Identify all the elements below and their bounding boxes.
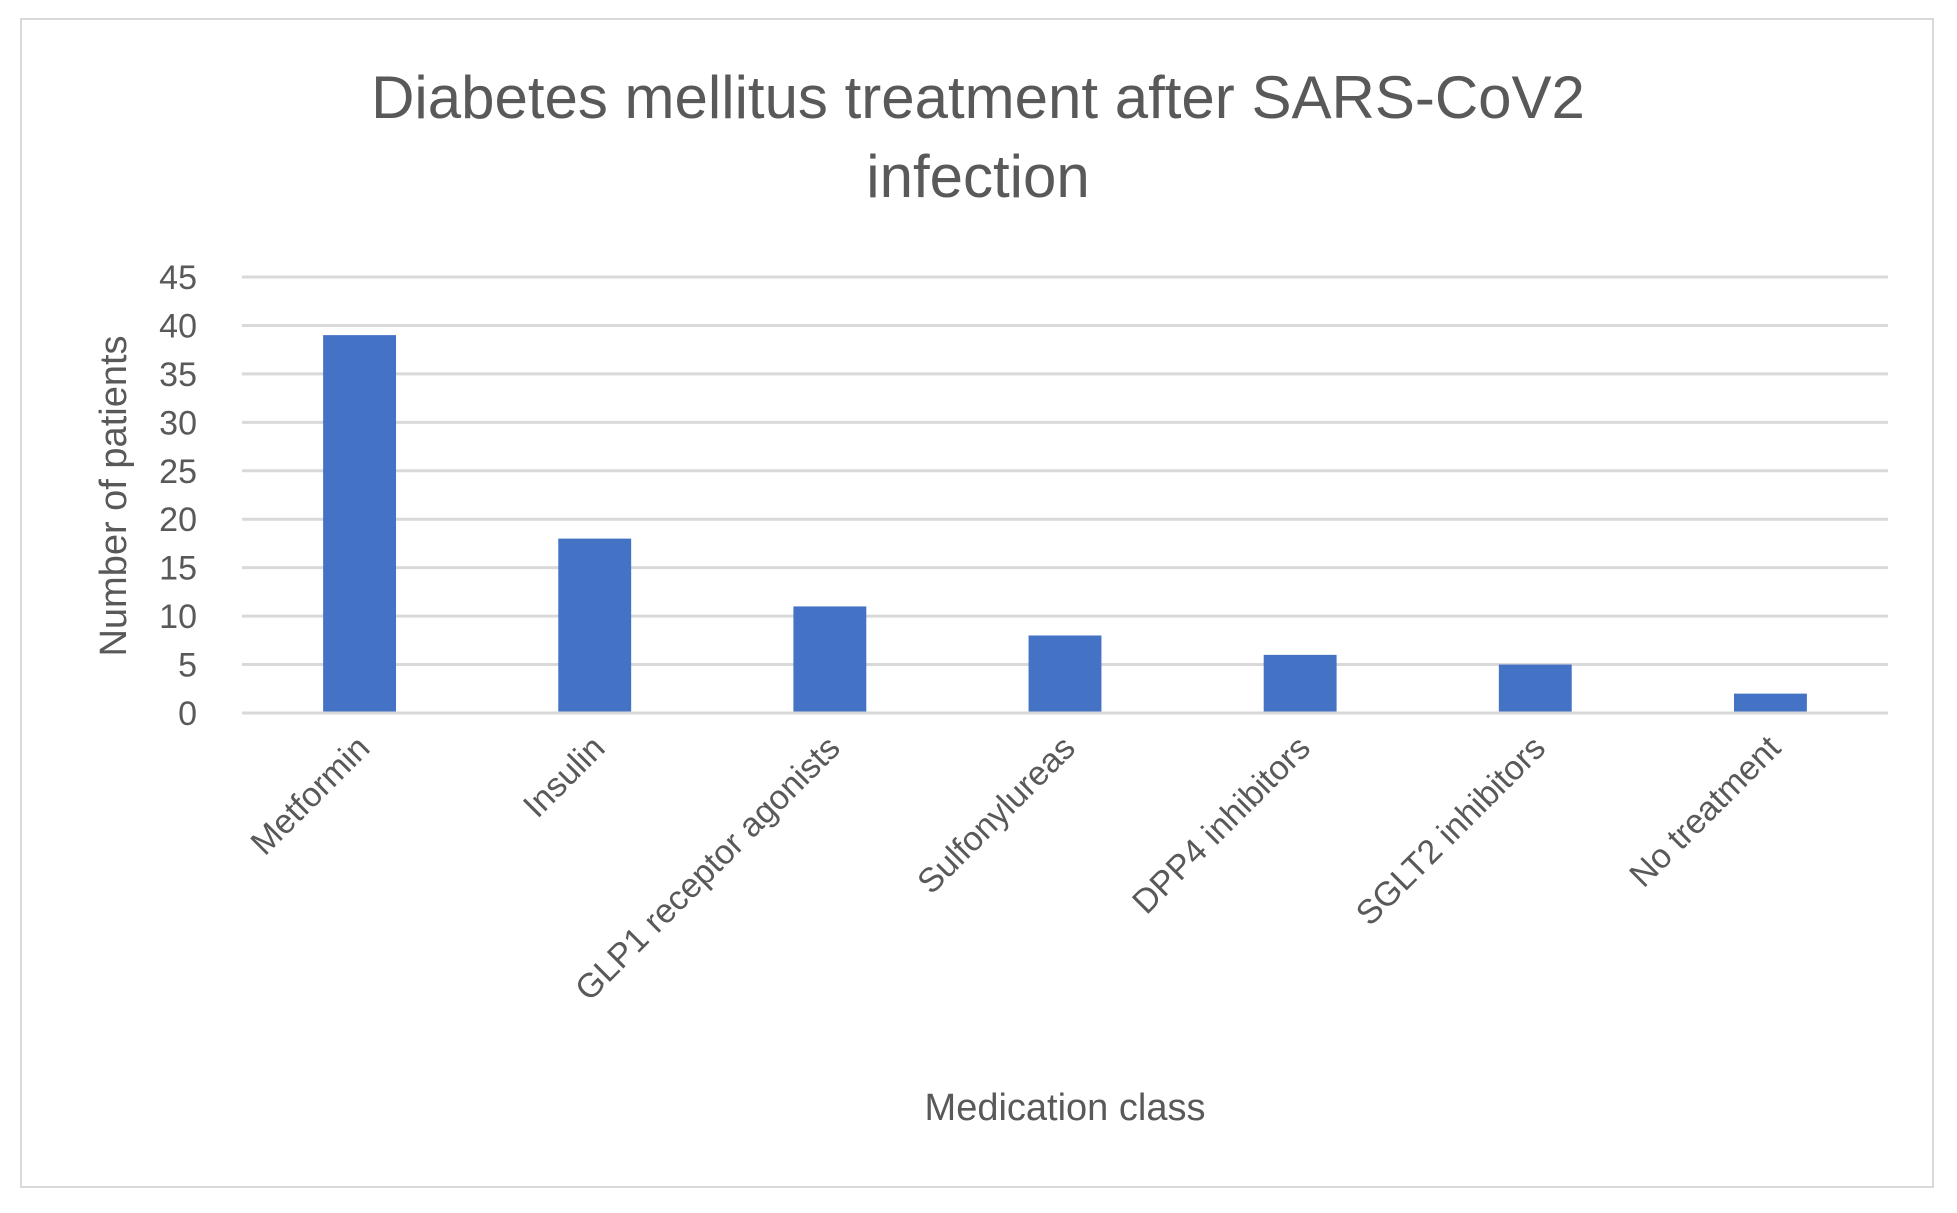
- y-tick-label: 20: [159, 501, 197, 539]
- y-tick-label: 35: [159, 356, 197, 394]
- bar-dpp4-inhibitors: [1263, 654, 1337, 713]
- y-tick-label: 25: [159, 453, 197, 491]
- bar-glp1-receptor-agonists: [793, 606, 867, 713]
- x-tick-label: Metformin: [243, 729, 377, 863]
- bar-sglt2-inhibitors: [1498, 664, 1572, 713]
- bars: [323, 335, 1807, 713]
- y-tick-label: 15: [159, 550, 197, 588]
- x-tick-label: DPP4 inhibitors: [1125, 729, 1318, 922]
- bar-insulin: [558, 538, 632, 713]
- y-tick-label: 40: [159, 307, 197, 345]
- y-axis-title: Number of patients: [93, 335, 135, 656]
- chart-title-line-1: Diabetes mellitus treatment after SARS-C…: [371, 64, 1585, 131]
- y-tick-label: 0: [178, 695, 197, 733]
- x-tick-label: GLP1 receptor agonists: [568, 729, 847, 1008]
- gridlines: [242, 275, 1888, 667]
- x-axis-title: Medication class: [925, 1087, 1206, 1129]
- y-axis-ticks: 0 5 10 15 20 25 30 35 40 45: [159, 259, 197, 733]
- y-tick-label: 10: [159, 598, 197, 636]
- bar-no-treatment: [1733, 693, 1807, 713]
- x-tick-label: SGLT2 inhibitors: [1349, 729, 1553, 933]
- x-tick-label: Sulfonylureas: [910, 729, 1083, 902]
- y-tick-label: 5: [178, 647, 197, 685]
- x-tick-label: Insulin: [516, 729, 612, 825]
- bar-metformin: [323, 335, 397, 713]
- bar-sulfonylureas: [1028, 635, 1102, 713]
- y-tick-label: 45: [159, 259, 197, 297]
- y-tick-label: 30: [159, 404, 197, 442]
- chart-title-line-2: infection: [866, 143, 1089, 210]
- x-tick-label: No treatment: [1622, 728, 1788, 894]
